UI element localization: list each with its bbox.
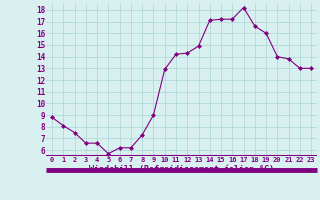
X-axis label: Windchill (Refroidissement éolien,°C): Windchill (Refroidissement éolien,°C)	[89, 165, 274, 174]
